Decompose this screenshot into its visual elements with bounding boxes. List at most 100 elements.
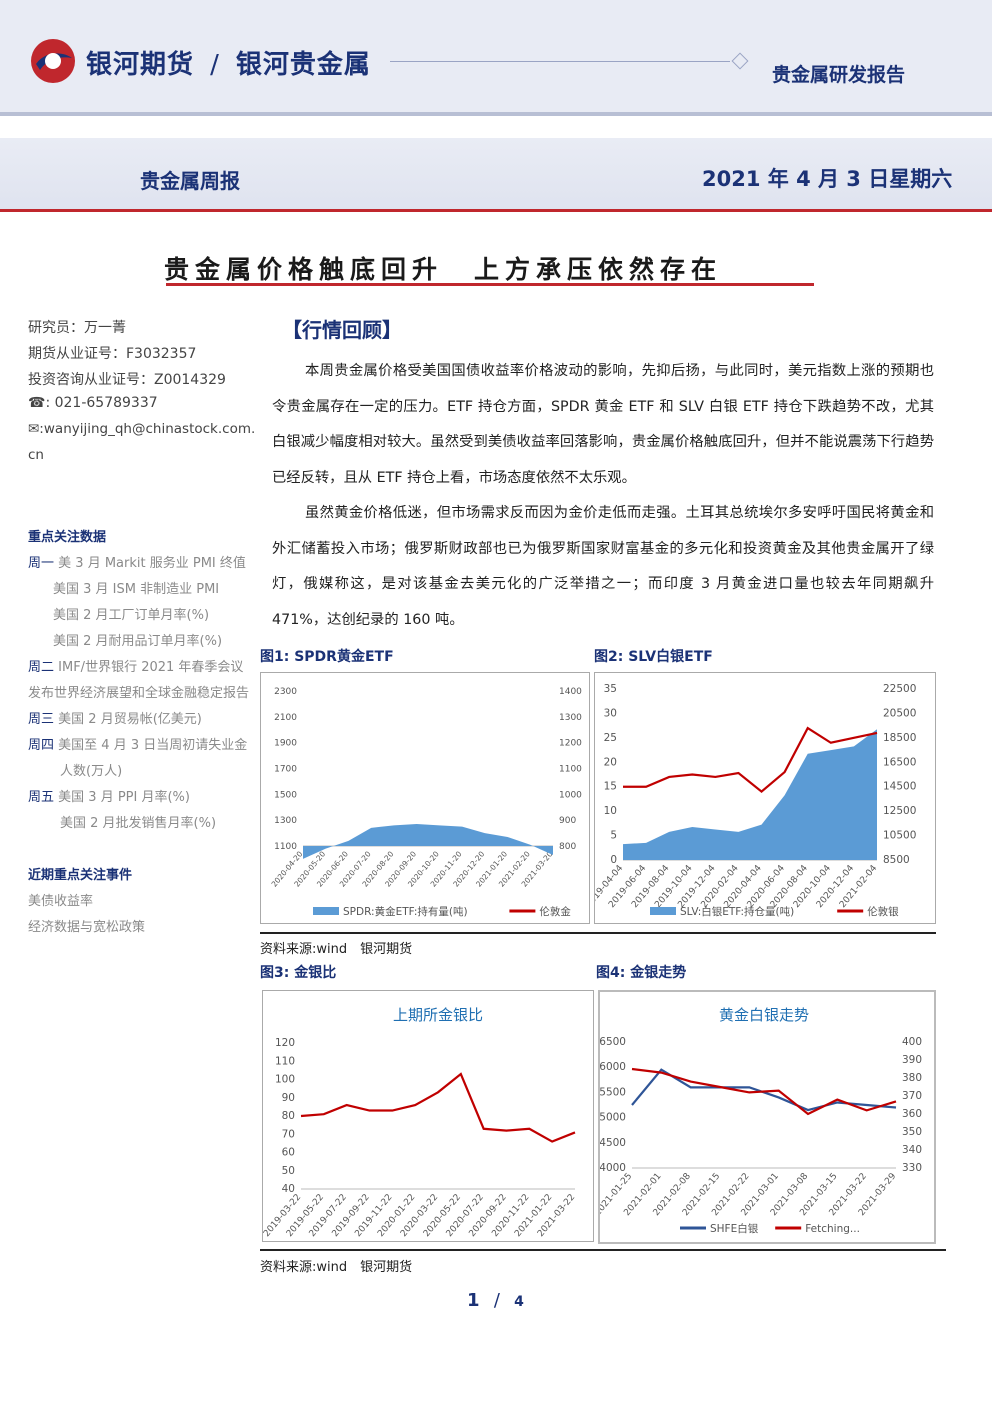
legend-label: SLV:白银ETF:持仓量(吨) — [680, 905, 794, 918]
futures-cert: 期货从业证号：F3032357 — [28, 346, 197, 362]
event-item: 经济数据与宽松政策 — [28, 920, 146, 935]
y-left-tick-label: 110 — [275, 1055, 295, 1067]
y-left-tick-label: 1300 — [274, 816, 297, 826]
figure-rule-2 — [260, 1249, 946, 1251]
y-right-tick-label: 1200 — [559, 739, 582, 749]
chart-spdr: 1100 1300 1500 1700 1900 2100 2300 800 900 1000 11… — [270, 542, 582, 918]
legend-label: SPDR:黄金ETF:持有量(吨) — [343, 905, 468, 918]
title-underline — [166, 283, 814, 286]
fig2-title: 图2: SLV白银ETF — [594, 649, 713, 665]
header-divider — [0, 112, 992, 116]
brand-separator: / — [210, 50, 220, 80]
paragraph-1: 本周贵金属价格受美国国债收益率价格波动的影响，先抑后扬，与此同时，美元指数上涨的… — [272, 363, 934, 486]
y-left-tick-label: 2100 — [274, 713, 297, 723]
focus-item: 美国 3 月 ISM 非制造业 PMI — [53, 582, 220, 597]
line-series — [631, 1067, 897, 1116]
legend-label: SHFE白银 — [710, 1222, 759, 1235]
phone-icon: ☎: — [28, 395, 51, 411]
y-left-tick-label: 50 — [282, 1165, 295, 1177]
fig1-title: 图1: SPDR黄金ETF — [260, 649, 394, 665]
chart-ratio-box: 上期所金银比 40 50 60 70 80 90 100 110 120 2019-03-22 201… — [262, 990, 594, 1242]
y-left-tick-label: 20 — [604, 756, 617, 768]
researcher: 研究员：万一菁 — [28, 320, 126, 336]
y-right-tick-label: 1400 — [559, 687, 582, 697]
focus-item: 美国 2 月批发销售月率(%) — [60, 816, 217, 831]
focus-item: 周二 IMF/世界银行 2021 年春季会议 — [28, 660, 244, 675]
page-title: 贵金属价格触底回升 上方承压依然存在 — [164, 255, 723, 284]
y-left-tick-label: 60 — [282, 1147, 295, 1159]
brand-right: 银河贵金属 — [235, 50, 371, 80]
section-heading: 【行情回顾】 — [282, 318, 402, 342]
subheader-band — [0, 138, 992, 210]
y-left-tick-label: 1500 — [274, 790, 297, 800]
y-right-tick-label: 10500 — [883, 830, 916, 842]
focus-item: 美国 2 月耐用品订单月率(%) — [53, 634, 223, 649]
y-left-tick-label: 1900 — [274, 739, 297, 749]
chart-trend: 黄金白银走势 4000 4500 5000 5500 6000 6500 330 340 350 3… — [593, 1006, 922, 1235]
focus-item: 美国 2 月工厂订单月率(%) — [53, 608, 210, 623]
galaxy-logo-icon — [31, 39, 75, 83]
email-line: ✉:wanyijing_qh@chinastock.com. — [28, 421, 255, 437]
y-left-tick-label: 2300 — [274, 687, 297, 697]
page-sep: / — [493, 1290, 500, 1311]
y-left-tick-label: 1100 — [274, 842, 297, 852]
y-right-tick-label: 8500 — [883, 854, 910, 866]
y-left-tick-label: 30 — [604, 707, 617, 719]
y-left-tick-label: 80 — [282, 1110, 295, 1122]
email-text-2: cn — [28, 447, 44, 463]
y-right-tick-label: 380 — [902, 1072, 922, 1084]
y-right-tick-label: 16500 — [883, 756, 916, 768]
chart-slv-box: 0 5 10 15 20 25 30 35 8500 10500 12500 14500 16500 18… — [584, 672, 936, 924]
brand: 银河期货 / 银河贵金属 — [86, 44, 371, 81]
y-right-tick-label: 22500 — [883, 683, 916, 695]
y-right-tick-label: 14500 — [883, 781, 916, 793]
event-item: 美债收益率 — [28, 894, 94, 909]
focus-item: 人数(万人) — [60, 764, 123, 779]
page-total: 4 — [514, 1294, 524, 1310]
chart-title: 黄金白银走势 — [719, 1006, 809, 1024]
y-right-tick-label: 20500 — [883, 707, 916, 719]
y-right-tick-label: 1000 — [559, 790, 582, 800]
y-left-tick-label: 5000 — [600, 1112, 626, 1124]
report-type: 贵金属研发报告 — [772, 64, 906, 86]
phone-number: 021-65789337 — [54, 395, 158, 411]
y-right-tick-label: 12500 — [883, 805, 916, 817]
y-left-tick-label: 5500 — [600, 1086, 626, 1098]
y-right-tick-label: 900 — [559, 816, 576, 826]
weekly-label: 贵金属周报 — [140, 169, 240, 193]
y-left-tick-label: 6500 — [600, 1036, 626, 1048]
y-left-tick-label: 5 — [610, 830, 617, 842]
area-series — [623, 729, 877, 860]
mail-icon: ✉: — [28, 421, 44, 437]
y-right-tick-label: 1100 — [559, 765, 582, 775]
y-left-tick-label: 70 — [282, 1128, 295, 1140]
report-date: 2021 年 4 月 3 日星期六 — [702, 167, 953, 191]
fig3-title: 图3: 金银比 — [260, 965, 337, 981]
advisory-cert: 投资咨询从业证号：Z0014329 — [28, 372, 226, 388]
y-left-tick-label: 100 — [275, 1074, 295, 1086]
legend-label: 伦敦银 — [867, 905, 899, 918]
focus-item: 周四 美国至 4 月 3 日当周初请失业金 — [28, 738, 248, 753]
email-text-1[interactable]: wanyijing_qh@chinastock.com. — [43, 421, 256, 437]
source-2: 资料来源:wind 银河期货 — [260, 1260, 413, 1275]
chart-trend-box: 黄金白银走势 4000 4500 5000 5500 6000 6500 330 340 350 3… — [593, 990, 936, 1244]
focus-item: 周三 美国 2 月贸易帐(亿美元) — [28, 712, 202, 727]
figure-rule-1 — [260, 932, 936, 934]
y-right-tick-label: 330 — [902, 1162, 922, 1174]
y-right-tick-label: 800 — [559, 842, 576, 852]
y-right-tick-label: 350 — [902, 1126, 922, 1138]
focus-item: 发布世界经济展望和全球金融稳定报告 — [28, 686, 250, 701]
y-left-tick-label: 1700 — [274, 765, 297, 775]
events-title: 近期重点关注事件 — [28, 868, 133, 883]
paragraph-2: 虽然黄金价格低迷，但市场需求反而因为金价走低而走强。土耳其总统埃尔多安呼吁国民将… — [272, 505, 934, 628]
legend-label: Fetching... — [805, 1223, 860, 1235]
y-right-tick-label: 1300 — [559, 713, 582, 723]
line-series — [300, 1072, 576, 1143]
line-series — [623, 726, 878, 794]
chart-ratio: 上期所金银比4050607080901001101202019-03-22201… — [262, 1006, 577, 1239]
y-left-tick-label: 15 — [604, 781, 617, 793]
y-left-tick-label: 10 — [604, 805, 617, 817]
y-left-tick-label: 90 — [282, 1092, 295, 1104]
brand-left: 银河期货 — [86, 50, 195, 80]
page-current: 1 — [467, 1290, 480, 1311]
